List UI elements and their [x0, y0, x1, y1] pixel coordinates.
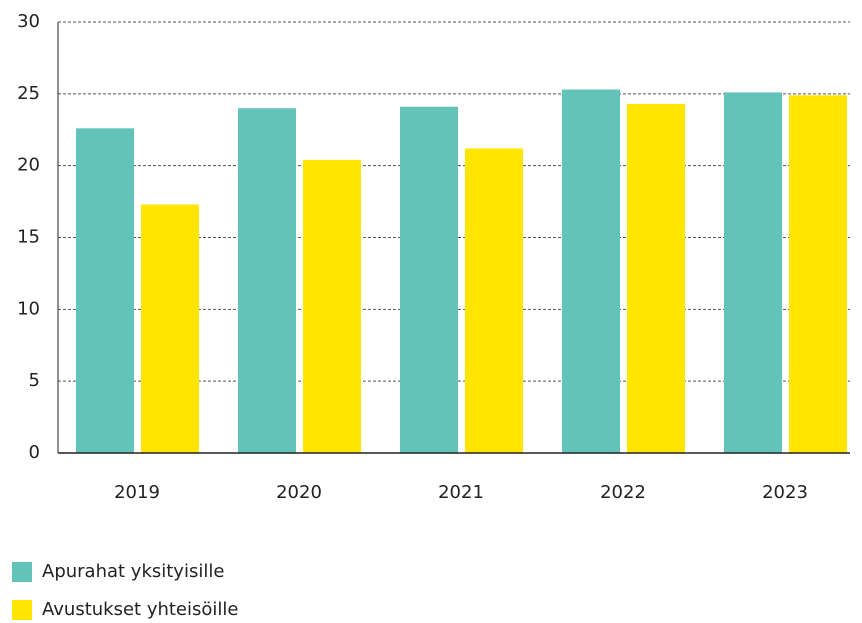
legend-label: Apurahat yksityisille	[42, 561, 224, 582]
x-tick-label: 2022	[600, 482, 646, 503]
legend-swatch	[12, 600, 32, 620]
y-tick-label: 0	[29, 442, 40, 463]
bar	[141, 204, 199, 453]
bar	[76, 128, 134, 453]
y-tick-label: 5	[29, 370, 40, 391]
bar	[789, 95, 847, 454]
legend-swatch	[12, 562, 32, 582]
bar	[400, 106, 458, 453]
y-tick-label: 30	[17, 11, 40, 32]
legend-label: Avustukset yhteisöille	[42, 599, 238, 620]
x-tick-label: 2019	[114, 482, 160, 503]
y-tick-label: 20	[17, 155, 40, 176]
y-tick-label: 25	[17, 83, 40, 104]
bar	[465, 148, 523, 453]
bar	[562, 89, 620, 454]
bar	[238, 108, 296, 453]
y-tick-label: 15	[17, 227, 40, 248]
bar	[724, 92, 782, 453]
y-tick-label: 10	[17, 298, 40, 319]
x-tick-label: 2020	[276, 482, 322, 503]
x-tick-label: 2023	[762, 482, 808, 503]
x-tick-label: 2021	[438, 482, 484, 503]
bar	[303, 159, 361, 454]
bar	[627, 103, 685, 453]
